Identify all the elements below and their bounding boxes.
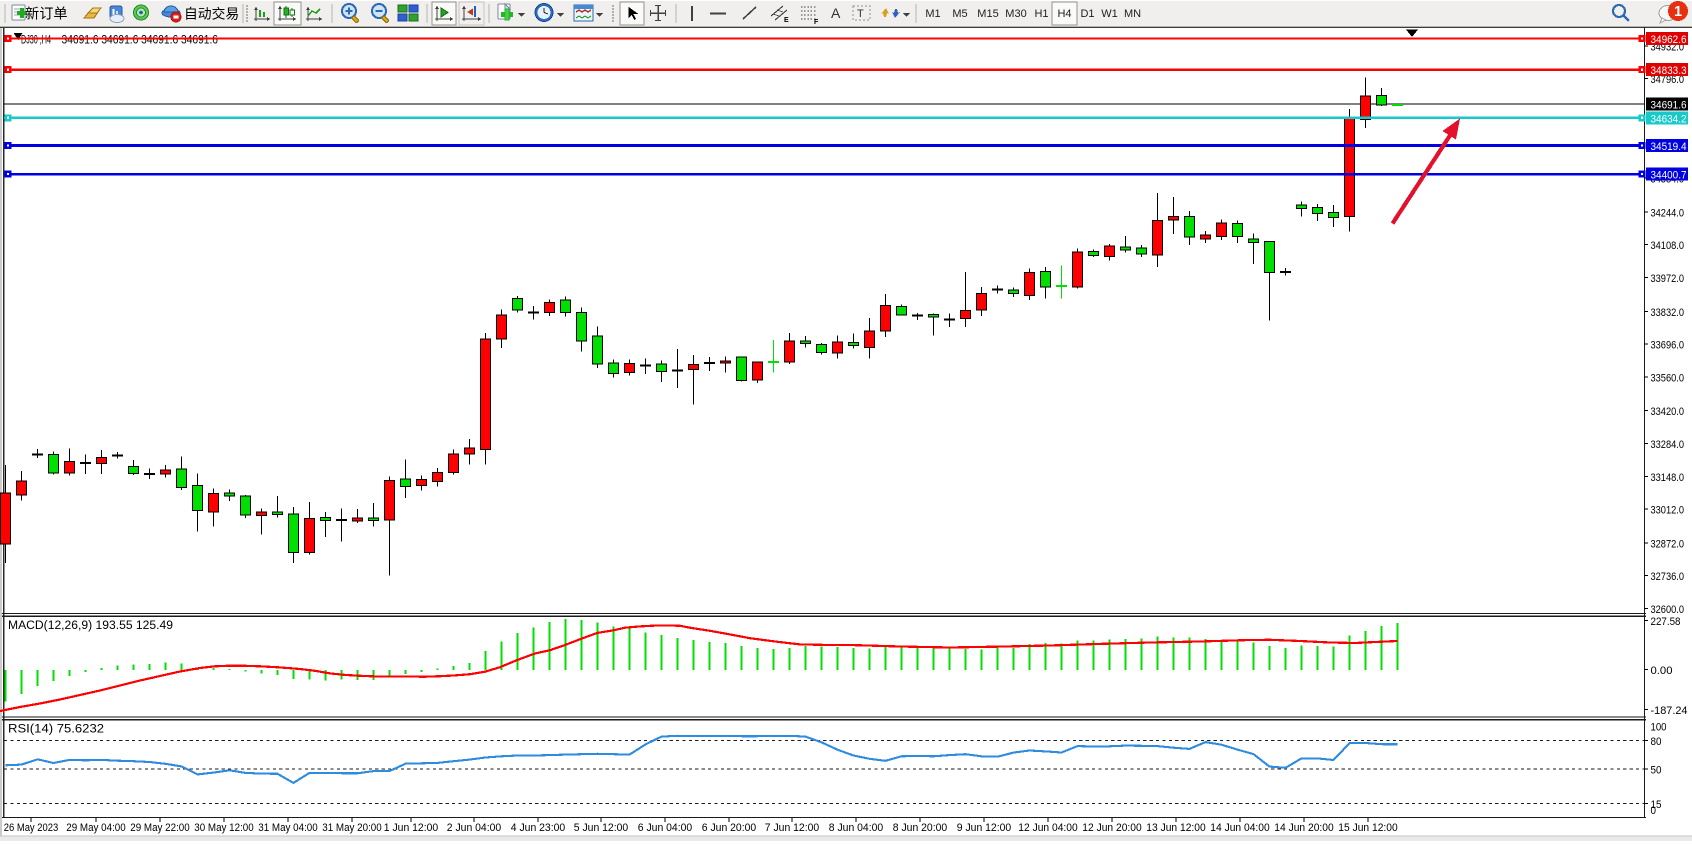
svg-text:32736.0: 32736.0 (1651, 571, 1685, 583)
svg-text:自动交易: 自动交易 (184, 6, 239, 22)
svg-text:6 Jun 04:00: 6 Jun 04:00 (638, 822, 692, 834)
svg-text:227.58: 227.58 (1651, 616, 1681, 628)
svg-text:29 May 04:00: 29 May 04:00 (66, 822, 125, 834)
svg-text:34244.0: 34244.0 (1651, 207, 1685, 219)
svg-text:H4: H4 (1057, 8, 1071, 20)
svg-text:4 Jun 23:00: 4 Jun 23:00 (511, 822, 565, 834)
svg-text:33284.0: 33284.0 (1651, 439, 1685, 451)
svg-text:8 Jun 04:00: 8 Jun 04:00 (829, 822, 883, 834)
svg-text:33420.0: 33420.0 (1651, 406, 1685, 418)
svg-text:9 Jun 12:00: 9 Jun 12:00 (957, 822, 1011, 834)
svg-text:33972.0: 33972.0 (1651, 273, 1685, 285)
svg-text:34108.0: 34108.0 (1651, 240, 1685, 252)
svg-text:D1: D1 (1080, 8, 1094, 20)
svg-text:33696.0: 33696.0 (1651, 340, 1685, 352)
svg-text:34691.6: 34691.6 (1651, 99, 1687, 111)
svg-text:32600.0: 32600.0 (1651, 604, 1685, 616)
svg-text:33560.0: 33560.0 (1651, 372, 1685, 384)
svg-text:26 May 2023: 26 May 2023 (4, 822, 58, 834)
svg-text:M15: M15 (977, 8, 998, 20)
svg-text:7 Jun 12:00: 7 Jun 12:00 (765, 822, 819, 834)
svg-text:31 May 20:00: 31 May 20:00 (322, 822, 381, 834)
svg-text:12 Jun 20:00: 12 Jun 20:00 (1082, 822, 1141, 834)
svg-text:MACD(12,26,9) 193.55 125.49: MACD(12,26,9) 193.55 125.49 (8, 620, 173, 632)
svg-text:2 Jun 04:00: 2 Jun 04:00 (447, 822, 501, 834)
svg-text:34634.2: 34634.2 (1651, 113, 1687, 125)
svg-text:1: 1 (1674, 4, 1682, 20)
svg-text:29 May 22:00: 29 May 22:00 (130, 822, 189, 834)
svg-text:33012.0: 33012.0 (1651, 505, 1685, 517)
svg-text:W1: W1 (1101, 8, 1118, 20)
svg-text:0: 0 (1651, 805, 1657, 817)
svg-text:1 Jun 12:00: 1 Jun 12:00 (384, 822, 438, 834)
svg-text:32872.0: 32872.0 (1651, 538, 1685, 550)
svg-text:M5: M5 (952, 8, 967, 20)
svg-text:12 Jun 04:00: 12 Jun 04:00 (1018, 822, 1077, 834)
svg-text:F: F (814, 19, 819, 26)
svg-text:15: 15 (1651, 799, 1662, 811)
svg-text:34962.6: 34962.6 (1651, 34, 1687, 46)
svg-text:新订单: 新订单 (25, 7, 68, 23)
svg-text:100: 100 (1651, 722, 1667, 734)
svg-text:5 Jun 12:00: 5 Jun 12:00 (574, 822, 628, 834)
svg-text:33148.0: 33148.0 (1651, 472, 1685, 484)
svg-text:H1: H1 (1034, 8, 1048, 20)
svg-text:MN: MN (1124, 8, 1141, 20)
svg-text:6 Jun 20:00: 6 Jun 20:00 (702, 822, 756, 834)
svg-text:M1: M1 (925, 8, 940, 20)
svg-text:34519.4: 34519.4 (1651, 141, 1687, 153)
svg-text:80: 80 (1651, 736, 1662, 748)
svg-text:A: A (831, 5, 841, 21)
svg-text:M30: M30 (1005, 8, 1026, 20)
svg-text:E: E (784, 17, 789, 24)
svg-text:0.00: 0.00 (1651, 665, 1673, 677)
svg-text:14 Jun 04:00: 14 Jun 04:00 (1210, 822, 1269, 834)
svg-text:34400.7: 34400.7 (1651, 170, 1687, 182)
svg-text:-187.24: -187.24 (1651, 705, 1688, 717)
svg-text:8 Jun 20:00: 8 Jun 20:00 (893, 822, 947, 834)
svg-text:34796.0: 34796.0 (1651, 74, 1685, 86)
svg-text:50: 50 (1651, 765, 1662, 777)
svg-text:30 May 12:00: 30 May 12:00 (194, 822, 253, 834)
svg-text:13 Jun 12:00: 13 Jun 12:00 (1146, 822, 1205, 834)
svg-text:33832.0: 33832.0 (1651, 307, 1685, 319)
svg-text:14 Jun 20:00: 14 Jun 20:00 (1274, 822, 1333, 834)
svg-text:34833.3: 34833.3 (1651, 65, 1687, 77)
svg-text:15 Jun 12:00: 15 Jun 12:00 (1338, 822, 1397, 834)
svg-text:31 May 04:00: 31 May 04:00 (258, 822, 317, 834)
svg-text:RSI(14) 75.6232: RSI(14) 75.6232 (8, 724, 104, 736)
svg-text:T: T (857, 8, 864, 20)
